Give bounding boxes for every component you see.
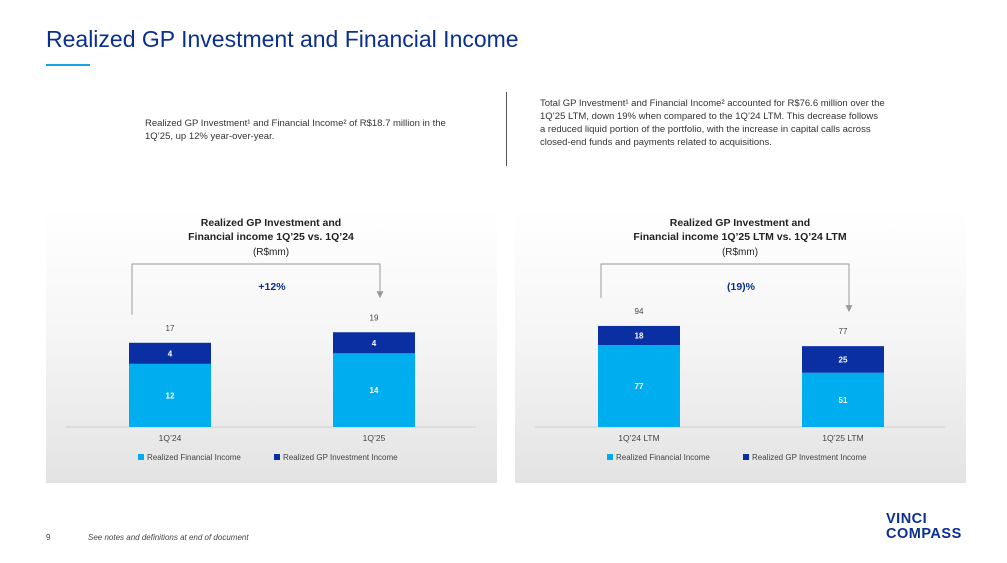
footer-note: See notes and definitions at end of docu… <box>88 533 249 542</box>
change-arrow-icon <box>845 305 853 313</box>
logo-line-2: COMPASS <box>886 526 962 542</box>
bar-gp-investment <box>129 342 211 364</box>
vinci-compass-logo: VINCI COMPASS <box>886 512 962 542</box>
legend-label: Realized GP Investment Income <box>752 453 867 462</box>
bar-financial-income <box>802 372 884 427</box>
bar-value-label: 4 <box>372 339 377 348</box>
change-arrow-icon <box>376 291 384 299</box>
bar-financial-income <box>333 353 415 427</box>
text-divider <box>506 92 507 166</box>
x-tick-label: 1Q’24 LTM <box>618 433 659 443</box>
x-tick-label: 1Q’25 <box>363 433 386 443</box>
x-tick-label: 1Q’24 <box>159 433 182 443</box>
x-tick-label: 1Q’25 LTM <box>822 433 863 443</box>
chart-title-line: Realized GP Investment and <box>670 217 810 229</box>
chart-subtitle: (R$mm) <box>253 247 289 258</box>
bar-gp-investment <box>333 332 415 354</box>
chart-subtitle: (R$mm) <box>722 247 758 258</box>
legend-label: Realized Financial Income <box>616 453 710 462</box>
bar-value-label: 25 <box>839 355 848 364</box>
bar-total-label: 94 <box>635 307 644 316</box>
bar-total-label: 77 <box>839 327 848 336</box>
change-bracket <box>131 263 381 315</box>
bar-value-label: 51 <box>839 396 848 405</box>
chart-title-line: Financial income 1Q’25 vs. 1Q’24 <box>188 231 354 243</box>
page-number: 9 <box>46 533 51 542</box>
title-underline <box>46 64 90 66</box>
legend-swatch-gp-investment <box>274 454 280 460</box>
chart-panel-ltm: Realized GP Investment and Financial inco… <box>515 208 966 483</box>
bar-total-label: 17 <box>166 324 175 333</box>
legend-label: Realized GP Investment Income <box>283 453 398 462</box>
page-title: Realized GP Investment and Financial Inc… <box>46 26 519 52</box>
bar-total-label: 19 <box>370 313 379 322</box>
logo-line-1: VINCI <box>886 511 928 527</box>
chart-quarter: Realized GP Investment and Financial inco… <box>66 217 476 462</box>
bar-financial-income <box>129 363 211 427</box>
bar-value-label: 4 <box>168 349 173 358</box>
change-label: +12% <box>258 281 286 293</box>
change-bracket <box>600 263 850 307</box>
bar-value-label: 14 <box>370 386 379 395</box>
chart-title-line: Financial income 1Q’25 LTM vs. 1Q’24 LTM <box>633 231 846 243</box>
bar-gp-investment <box>598 325 680 346</box>
summary-ltm-text: Total GP Investment¹ and Financial Incom… <box>540 98 885 148</box>
bar-financial-income <box>598 345 680 427</box>
chart-panel-quarter: Realized GP Investment and Financial inco… <box>46 208 497 483</box>
legend-swatch-gp-investment <box>743 454 749 460</box>
bar-value-label: 77 <box>635 382 644 391</box>
summary-quarter-text: Realized GP Investment¹ and Financial In… <box>145 118 446 142</box>
change-label: (19)% <box>727 281 756 293</box>
bar-value-label: 18 <box>635 332 644 341</box>
bar-gp-investment <box>802 346 884 373</box>
chart-ltm: Realized GP Investment and Financial inco… <box>535 217 945 462</box>
legend-swatch-financial-income <box>138 454 144 460</box>
bar-value-label: 12 <box>166 391 175 400</box>
chart-title-line: Realized GP Investment and <box>201 217 341 229</box>
legend-label: Realized Financial Income <box>147 453 241 462</box>
legend-swatch-financial-income <box>607 454 613 460</box>
